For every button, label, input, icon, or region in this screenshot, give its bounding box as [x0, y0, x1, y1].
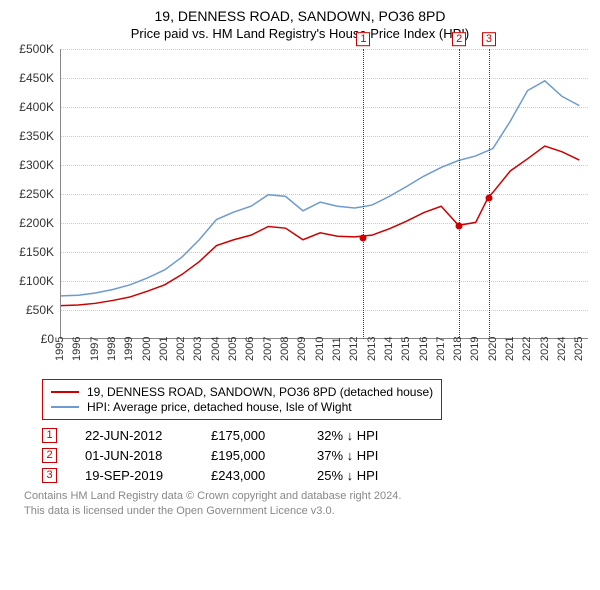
x-axis-label: 2004 [210, 337, 222, 361]
chart-subtitle: Price paid vs. HM Land Registry's House … [12, 26, 588, 41]
x-axis-label: 2010 [314, 337, 326, 361]
sale-dot [360, 234, 367, 241]
legend-label: HPI: Average price, detached house, Isle… [87, 400, 352, 414]
sale-delta: 32% ↓ HPI [317, 428, 427, 443]
sale-index-badge: 1 [42, 428, 57, 443]
sale-index-badge: 2 [42, 448, 57, 463]
sales-table: 1 22-JUN-2012 £175,000 32% ↓ HPI 2 01-JUN-201… [42, 428, 588, 483]
x-axis-label: 2007 [262, 337, 274, 361]
sale-delta: 37% ↓ HPI [317, 448, 427, 463]
y-axis-label: £400K [12, 100, 54, 114]
x-axis-label: 2013 [366, 337, 378, 361]
x-axis-label: 2021 [504, 337, 516, 361]
legend-label: 19, DENNESS ROAD, SANDOWN, PO36 8PD (det… [87, 385, 433, 399]
sale-marker-badge: 2 [452, 32, 466, 46]
y-axis-label: £200K [12, 216, 54, 230]
legend-box: 19, DENNESS ROAD, SANDOWN, PO36 8PD (det… [42, 379, 442, 420]
x-axis-label: 2022 [521, 337, 533, 361]
y-axis-label: £500K [12, 42, 54, 56]
legend-swatch [51, 406, 79, 408]
x-axis-label: 2018 [452, 337, 464, 361]
y-axis-label: £250K [12, 187, 54, 201]
x-axis-label: 2015 [400, 337, 412, 361]
x-axis-label: 1999 [123, 337, 135, 361]
x-axis-label: 1998 [106, 337, 118, 361]
y-axis-label: £100K [12, 274, 54, 288]
x-axis-label: 2000 [141, 337, 153, 361]
sale-date: 19-SEP-2019 [85, 468, 183, 483]
footer-line-1: Contains HM Land Registry data © Crown c… [24, 489, 588, 504]
x-axis-label: 2016 [418, 337, 430, 361]
legend-row: HPI: Average price, detached house, Isle… [51, 400, 433, 414]
x-axis-label: 2002 [175, 337, 187, 361]
x-axis-label: 2006 [244, 337, 256, 361]
chart-area: £0 £50K £100K £150K £200K £250K £300K £350K £400… [12, 49, 588, 371]
sale-row: 2 01-JUN-2018 £195,000 37% ↓ HPI [42, 448, 588, 463]
sale-marker-badge: 3 [482, 32, 496, 46]
series-line-hpi [61, 81, 579, 296]
x-axis-label: 2008 [279, 337, 291, 361]
y-axis-label: £450K [12, 71, 54, 85]
x-axis-label: 2009 [296, 337, 308, 361]
line-series-svg [61, 49, 588, 338]
x-axis: 1995199619971998199920002001200220032004… [60, 341, 588, 371]
sale-index-badge: 3 [42, 468, 57, 483]
x-axis-label: 2001 [158, 337, 170, 361]
y-axis-label: £50K [12, 303, 54, 317]
x-axis-label: 2025 [573, 337, 585, 361]
x-axis-label: 2005 [227, 337, 239, 361]
x-axis-label: 2011 [331, 337, 343, 361]
sale-price: £243,000 [211, 468, 289, 483]
sale-date: 01-JUN-2018 [85, 448, 183, 463]
data-attribution: Contains HM Land Registry data © Crown c… [24, 489, 588, 519]
x-axis-label: 1997 [89, 337, 101, 361]
sale-marker-badge: 1 [356, 32, 370, 46]
footer-line-2: This data is licensed under the Open Gov… [24, 504, 588, 519]
legend-row: 19, DENNESS ROAD, SANDOWN, PO36 8PD (det… [51, 385, 433, 399]
y-axis-label: £0 [12, 332, 54, 346]
y-axis-label: £300K [12, 158, 54, 172]
x-axis-label: 2024 [556, 337, 568, 361]
sale-marker-vline [363, 49, 364, 339]
sale-row: 3 19-SEP-2019 £243,000 25% ↓ HPI [42, 468, 588, 483]
sale-dot [456, 222, 463, 229]
sale-price: £175,000 [211, 428, 289, 443]
x-axis-label: 2017 [435, 337, 447, 361]
chart-title: 19, DENNESS ROAD, SANDOWN, PO36 8PD [12, 8, 588, 24]
sale-marker-vline [459, 49, 460, 339]
y-axis-label: £350K [12, 129, 54, 143]
x-axis-label: 2019 [469, 337, 481, 361]
x-axis-label: 2023 [539, 337, 551, 361]
sale-delta: 25% ↓ HPI [317, 468, 427, 483]
legend-swatch [51, 391, 79, 393]
sale-price: £195,000 [211, 448, 289, 463]
x-axis-label: 2003 [192, 337, 204, 361]
x-axis-label: 2012 [348, 337, 360, 361]
plot-region: 123 [60, 49, 588, 339]
x-axis-label: 1995 [54, 337, 66, 361]
x-axis-label: 2014 [383, 337, 395, 361]
sale-row: 1 22-JUN-2012 £175,000 32% ↓ HPI [42, 428, 588, 443]
sale-dot [485, 195, 492, 202]
sale-date: 22-JUN-2012 [85, 428, 183, 443]
x-axis-label: 1996 [71, 337, 83, 361]
y-axis-label: £150K [12, 245, 54, 259]
x-axis-label: 2020 [487, 337, 499, 361]
